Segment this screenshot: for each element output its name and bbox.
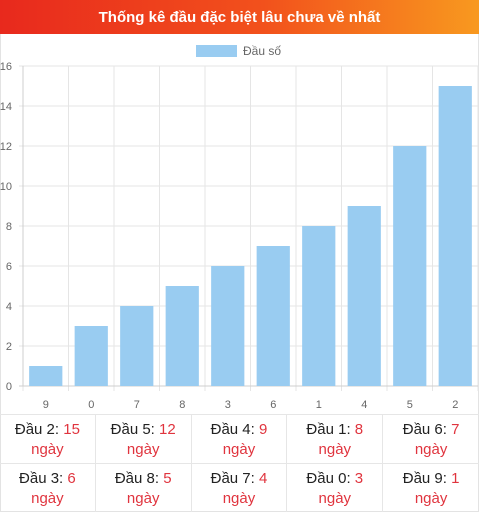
stat-value: 7 — [451, 421, 460, 438]
bar-dau-2 — [438, 86, 472, 386]
y-tick-label: 12 — [0, 141, 12, 153]
x-tick-label: 4 — [361, 399, 367, 411]
y-tick-label: 4 — [6, 301, 12, 313]
x-tick-label: 7 — [134, 399, 140, 411]
x-tick-label: 0 — [88, 399, 94, 411]
stat-label: Đầu 2: — [14, 421, 60, 438]
stat-label: Đầu 1: — [306, 421, 351, 438]
stat-unit: ngày — [318, 490, 352, 507]
bar-dau-9 — [29, 366, 63, 386]
bar-dau-5 — [393, 146, 427, 386]
stat-unit: ngày — [126, 441, 160, 458]
stat-cell: Đầu 1: 8 ngày — [287, 414, 384, 463]
stat-label: Đầu 0: — [306, 470, 351, 487]
stat-unit: ngày — [414, 441, 448, 458]
stat-label: Đầu 6: — [402, 421, 447, 438]
stat-value: 8 — [354, 421, 364, 438]
stat-label: Đầu 8: — [114, 470, 160, 487]
y-tick-label: 16 — [0, 61, 12, 73]
bar-dau-4 — [347, 206, 381, 386]
stat-value: 9 — [259, 421, 268, 438]
y-tick-label: 2 — [6, 341, 12, 353]
legend-swatch — [196, 45, 237, 57]
stat-value: 15 — [63, 421, 80, 438]
chart-title: Thống kê đầu đặc biệt lâu chưa về nhất — [98, 8, 381, 26]
stat-label: Đầu 5: — [110, 421, 155, 438]
stat-unit: ngày — [31, 441, 64, 458]
x-tick-label: 2 — [452, 399, 458, 411]
stat-label: Đầu 9: — [402, 470, 447, 487]
stat-cell: Đầu 4: 9 ngày — [191, 414, 288, 463]
bar-dau-0 — [74, 326, 108, 386]
stat-value: 1 — [451, 470, 460, 487]
bar-dau-8 — [165, 286, 199, 386]
stat-cell: Đầu 5: 12 ngày — [95, 414, 192, 463]
stats-table: Đầu 2: 15 ngày Đầu 5: 12 ngày Đầu 4: 9 n… — [0, 414, 479, 512]
x-tick-label: 1 — [316, 399, 322, 411]
chart-header: Thống kê đầu đặc biệt lâu chưa về nhất — [0, 0, 479, 34]
stat-cell: Đầu 7: 4 ngày — [191, 463, 288, 512]
stat-label: Đầu 3: — [19, 470, 64, 487]
stat-cell: Đầu 9: 1 ngày — [383, 463, 479, 512]
stat-cell: Đầu 8: 5 ngày — [95, 463, 192, 512]
stat-value: 4 — [259, 470, 268, 487]
stat-cell: Đầu 6: 7 ngày — [383, 414, 479, 463]
stat-value: 5 — [163, 470, 172, 487]
stat-value: 6 — [67, 470, 76, 487]
stat-cell: Đầu 3: 6 ngày — [0, 463, 96, 512]
stat-value: 12 — [159, 421, 176, 438]
x-tick-label: 9 — [43, 399, 49, 411]
stat-unit: ngày — [414, 490, 448, 507]
bar-dau-6 — [256, 246, 290, 386]
bar-dau-3 — [211, 266, 245, 386]
x-tick-label: 6 — [270, 399, 276, 411]
bar-dau-7 — [120, 306, 154, 386]
stat-value: 3 — [354, 470, 364, 487]
stat-cell: Đầu 2: 15 ngày — [0, 414, 96, 463]
x-tick-label: 5 — [407, 399, 413, 411]
x-tick-label: 8 — [179, 399, 185, 411]
stat-unit: ngày — [318, 441, 352, 458]
y-tick-label: 0 — [6, 381, 12, 393]
legend-label: Đầu số — [243, 44, 281, 58]
stat-unit: ngày — [31, 490, 64, 507]
stat-unit: ngày — [222, 490, 256, 507]
x-tick-label: 3 — [225, 399, 231, 411]
y-tick-label: 6 — [6, 261, 12, 273]
bar-dau-1 — [302, 226, 336, 386]
y-tick-label: 14 — [0, 101, 12, 113]
stat-cell: Đầu 0: 3 ngày — [287, 463, 384, 512]
stat-label: Đầu 4: — [210, 421, 255, 438]
stat-label: Đầu 7: — [210, 470, 255, 487]
stat-unit: ngày — [126, 490, 160, 507]
y-tick-label: 10 — [0, 181, 12, 193]
y-tick-label: 8 — [6, 221, 12, 233]
stat-unit: ngày — [222, 441, 256, 458]
